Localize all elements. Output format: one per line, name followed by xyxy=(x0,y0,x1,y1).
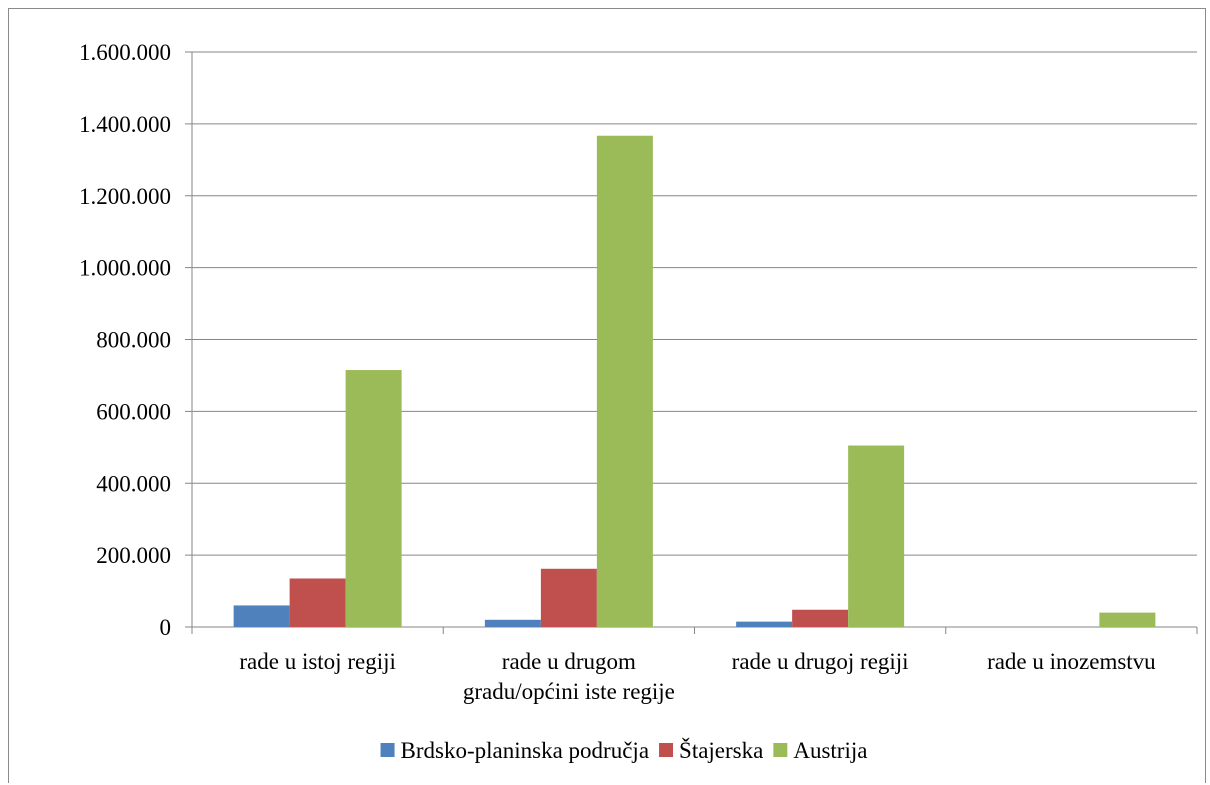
bar xyxy=(736,621,793,627)
legend-label: Štajerska xyxy=(679,737,763,763)
x-tick-labels: rade u istoj regiji rade u drugom gradu/op… xyxy=(239,649,1156,704)
y-tick-label: 1.000.000 xyxy=(79,256,171,281)
y-tick-label: 0 xyxy=(160,615,172,640)
legend-swatch xyxy=(380,743,395,757)
bar xyxy=(484,619,541,627)
y-tick-label: 200.000 xyxy=(96,543,171,568)
bar xyxy=(848,445,905,627)
legend: Brdsko-planinska područja Štajerska Austri… xyxy=(380,737,867,763)
legend-label: Brdsko-planinska područja xyxy=(401,738,649,763)
bars xyxy=(233,135,1156,627)
legend-label: Austrija xyxy=(793,738,867,763)
bar xyxy=(233,605,290,627)
bar xyxy=(792,609,849,627)
bar xyxy=(596,135,653,627)
y-tick-labels: 0 200.000 400.000 600.000 800.000 1.000.000 1.… xyxy=(79,40,171,640)
y-tick-label: 1.600.000 xyxy=(79,40,171,65)
axes xyxy=(185,51,1198,634)
y-tick-label: 800.000 xyxy=(96,328,171,353)
legend-swatch xyxy=(659,743,674,757)
y-tick-label: 400.000 xyxy=(96,471,171,496)
bar xyxy=(345,370,402,627)
bar xyxy=(540,568,597,627)
x-tick-label: rade u drugom xyxy=(502,649,636,674)
bar xyxy=(1099,612,1156,627)
x-tick-label: rade u istoj regiji xyxy=(239,649,396,674)
gridlines xyxy=(192,51,1197,556)
bar xyxy=(289,578,346,627)
y-tick-label: 1.200.000 xyxy=(79,184,171,209)
x-tick-label: rade u drugoj regiji xyxy=(732,649,909,674)
x-tick-label: rade u inozemstvu xyxy=(987,649,1156,674)
x-tick-label: gradu/općini iste regije xyxy=(463,679,675,704)
y-tick-label: 600.000 xyxy=(96,399,171,424)
legend-swatch xyxy=(773,743,788,757)
y-tick-label: 1.400.000 xyxy=(79,112,171,137)
chart-frame xyxy=(8,8,1206,783)
